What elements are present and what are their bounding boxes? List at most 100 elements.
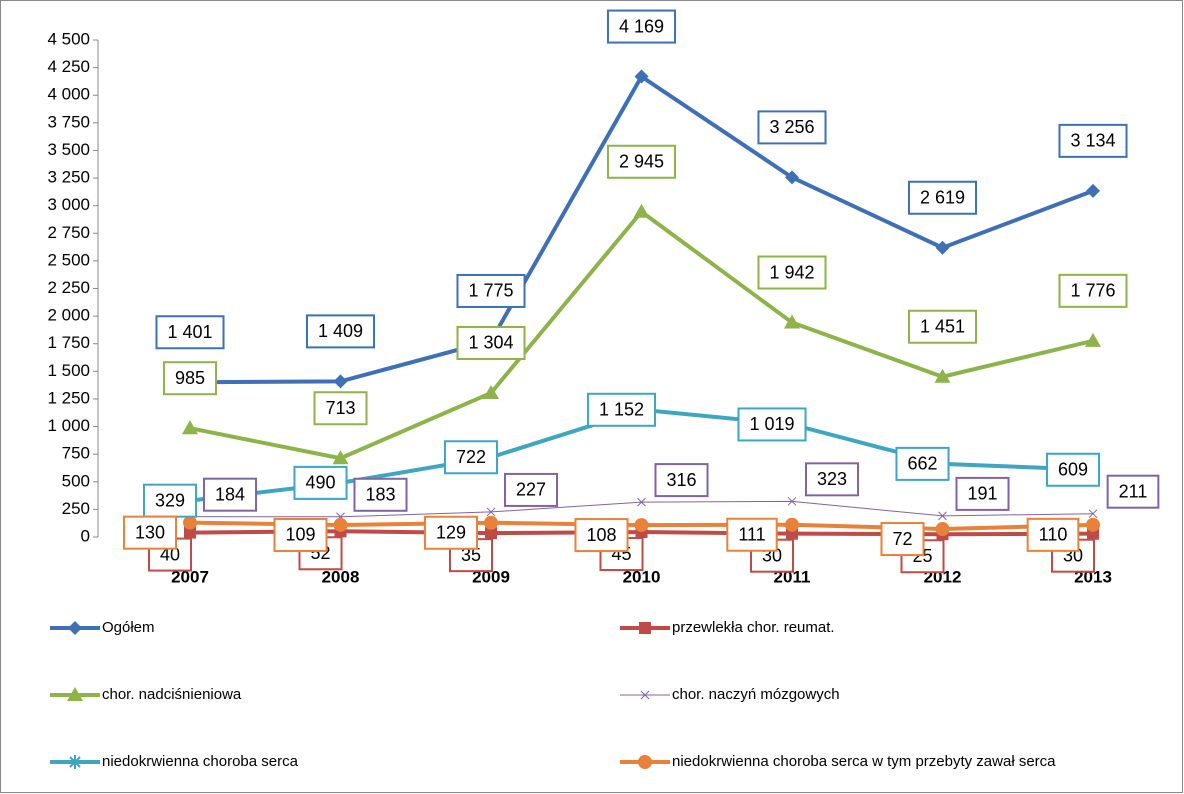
data-label-box bbox=[273, 517, 328, 552]
x-tick-label: 2009 bbox=[472, 567, 510, 586]
marker bbox=[1086, 517, 1100, 532]
x-tick-label: 2010 bbox=[623, 567, 661, 586]
data-label-box bbox=[293, 465, 348, 500]
marker bbox=[484, 515, 498, 530]
data-label-box bbox=[1026, 517, 1080, 552]
marker bbox=[784, 314, 800, 329]
marker bbox=[787, 496, 797, 506]
marker bbox=[68, 755, 82, 769]
data-label: 3 256 bbox=[769, 117, 814, 137]
marker bbox=[637, 497, 646, 507]
data-label-box bbox=[503, 472, 559, 507]
marker bbox=[67, 687, 83, 701]
data-label-box bbox=[606, 144, 677, 179]
data-label: 329 bbox=[155, 490, 185, 510]
y-tick-label: 0 bbox=[81, 526, 90, 545]
y-tick-label: 3 750 bbox=[47, 112, 90, 131]
y-tick-label: 2 500 bbox=[47, 250, 90, 269]
data-label-box bbox=[313, 391, 368, 426]
axes: 0 250 500 750 1 000 1 250 1 500 1 750 2 000 2 250… bbox=[47, 29, 1111, 586]
y-tick-label: 3 250 bbox=[47, 168, 90, 187]
data-label-box bbox=[1106, 474, 1160, 509]
data-label: 1 019 bbox=[749, 414, 794, 434]
data-label: 985 bbox=[175, 368, 205, 388]
data-label: 662 bbox=[907, 454, 937, 474]
y-tick-label: 3 500 bbox=[47, 140, 90, 159]
legend-label: niedokrwienna choroba serca w tym przeby… bbox=[672, 753, 1056, 770]
data-label: 184 bbox=[215, 484, 245, 504]
legend: Ogółem przewlekła chor. reumat. chor. nadc… bbox=[50, 619, 1056, 770]
marker bbox=[333, 517, 348, 532]
marker bbox=[935, 522, 950, 537]
marker bbox=[184, 526, 196, 539]
marker bbox=[935, 240, 950, 255]
data-label-box bbox=[606, 9, 677, 44]
data-label: 490 bbox=[305, 473, 335, 493]
marker bbox=[938, 511, 947, 521]
data-label: 1 942 bbox=[769, 262, 814, 282]
marker bbox=[486, 507, 496, 517]
data-label-box bbox=[726, 517, 778, 552]
data-label: 722 bbox=[456, 447, 486, 467]
y-tick-label: 1 750 bbox=[47, 333, 90, 352]
y-tick-label: 4 250 bbox=[47, 57, 90, 76]
data-label-box bbox=[907, 309, 978, 344]
data-label: 111 bbox=[738, 524, 765, 544]
marker bbox=[1088, 509, 1098, 519]
legend-label: niedokrwienna choroba serca bbox=[102, 753, 299, 770]
data-label-box bbox=[586, 392, 657, 427]
marker bbox=[183, 515, 197, 530]
data-label-box bbox=[955, 476, 1010, 511]
y-tick-label: 1 500 bbox=[47, 361, 90, 380]
data-label-box bbox=[122, 515, 178, 550]
data-label: 108 bbox=[586, 525, 616, 545]
data-label: 713 bbox=[325, 398, 355, 418]
data-label: 129 bbox=[436, 523, 466, 543]
data-label-box bbox=[456, 325, 526, 360]
data-label-box bbox=[202, 477, 258, 512]
y-tick-label: 3 000 bbox=[47, 195, 90, 214]
data-label-box bbox=[757, 110, 827, 145]
data-label-box bbox=[895, 446, 950, 481]
legend-label: chor. naczyń mózgowych bbox=[672, 686, 840, 703]
data-label-box bbox=[654, 463, 709, 498]
data-label: 130 bbox=[135, 522, 165, 542]
y-tick-label: 2 000 bbox=[47, 306, 90, 325]
legend-label: Ogółem bbox=[102, 619, 155, 636]
y-tick-label: 1 000 bbox=[47, 416, 90, 435]
data-label-box bbox=[456, 273, 526, 308]
marker bbox=[634, 518, 649, 533]
data-label: 1 451 bbox=[920, 316, 965, 336]
marker bbox=[485, 527, 497, 540]
y-tick-label: 4 500 bbox=[47, 29, 90, 48]
marker bbox=[182, 420, 198, 435]
y-tick-label: 1 250 bbox=[47, 388, 90, 407]
data-label: 1 304 bbox=[468, 333, 513, 353]
data-label: 4 169 bbox=[619, 16, 664, 36]
data-label: 1 401 bbox=[167, 322, 212, 342]
data-label: 211 bbox=[1119, 481, 1148, 501]
marker bbox=[639, 622, 651, 634]
data-label: 2 619 bbox=[920, 187, 965, 207]
marker bbox=[785, 517, 799, 532]
data-label: 227 bbox=[516, 480, 546, 500]
y-tick-label: 4 000 bbox=[47, 85, 90, 104]
legend-label: przewlekła chor. reumat. bbox=[672, 619, 835, 636]
data-label-box bbox=[142, 483, 198, 518]
data-label: 1 152 bbox=[599, 400, 644, 420]
marker bbox=[785, 170, 799, 185]
data-label: 183 bbox=[365, 485, 395, 505]
y-tick-label: 750 bbox=[62, 444, 90, 463]
marker bbox=[333, 374, 348, 389]
x-tick-label: 2007 bbox=[171, 567, 209, 586]
data-label-box bbox=[804, 462, 860, 497]
marker bbox=[68, 621, 82, 635]
marker bbox=[1085, 332, 1101, 347]
marker bbox=[633, 203, 650, 218]
marker bbox=[934, 368, 951, 383]
y-tick-label: 250 bbox=[62, 499, 90, 518]
data-label: 35 bbox=[461, 545, 481, 565]
data-label: 191 bbox=[967, 484, 997, 504]
